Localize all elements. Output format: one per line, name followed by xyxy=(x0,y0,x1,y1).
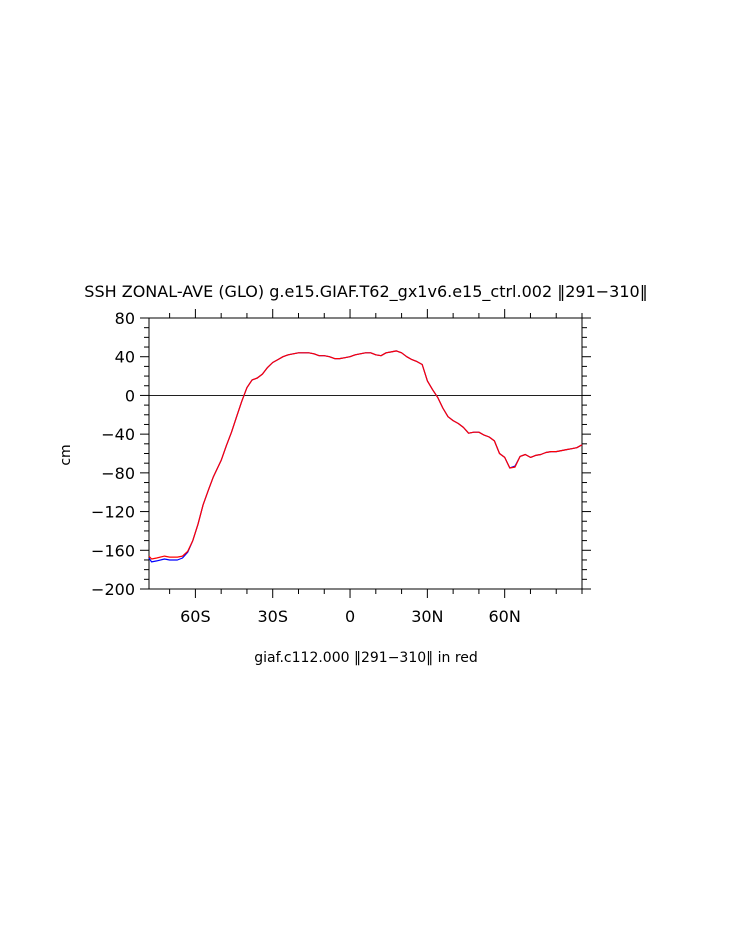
x-tick-label: 30S xyxy=(257,607,288,626)
y-tick-label: −40 xyxy=(101,425,135,444)
x-axis-label: giaf.c112.000 ‖291−310‖ in red xyxy=(254,650,478,666)
y-tick-label: 40 xyxy=(115,348,135,367)
axis-ticks xyxy=(140,309,591,598)
plot-frame xyxy=(148,317,583,590)
plot-area xyxy=(140,309,591,598)
y-tick-label: −200 xyxy=(91,580,135,599)
y-tick-label: 0 xyxy=(125,386,135,405)
y-tick-labels: 80 40 0 −40 −80 −120 −160 −200 xyxy=(91,309,135,599)
y-axis-label: cm xyxy=(58,444,74,465)
chart-title: SSH ZONAL-AVE (GLO) g.e15.GIAF.T62_gx1v6… xyxy=(84,282,647,302)
x-tick-label: 60S xyxy=(180,607,211,626)
y-tick-label: −80 xyxy=(101,464,135,483)
x-tick-labels: 60S 30S 0 30N 60N xyxy=(180,607,521,626)
series-line xyxy=(148,350,583,560)
series-line xyxy=(148,350,583,563)
y-tick-label: −120 xyxy=(91,503,135,522)
x-tick-label: 60N xyxy=(489,607,521,626)
x-tick-label: 0 xyxy=(345,607,355,626)
series-group xyxy=(148,350,583,563)
y-tick-label: 80 xyxy=(115,309,135,328)
x-tick-label: 30N xyxy=(411,607,443,626)
y-tick-label: −160 xyxy=(91,541,135,560)
